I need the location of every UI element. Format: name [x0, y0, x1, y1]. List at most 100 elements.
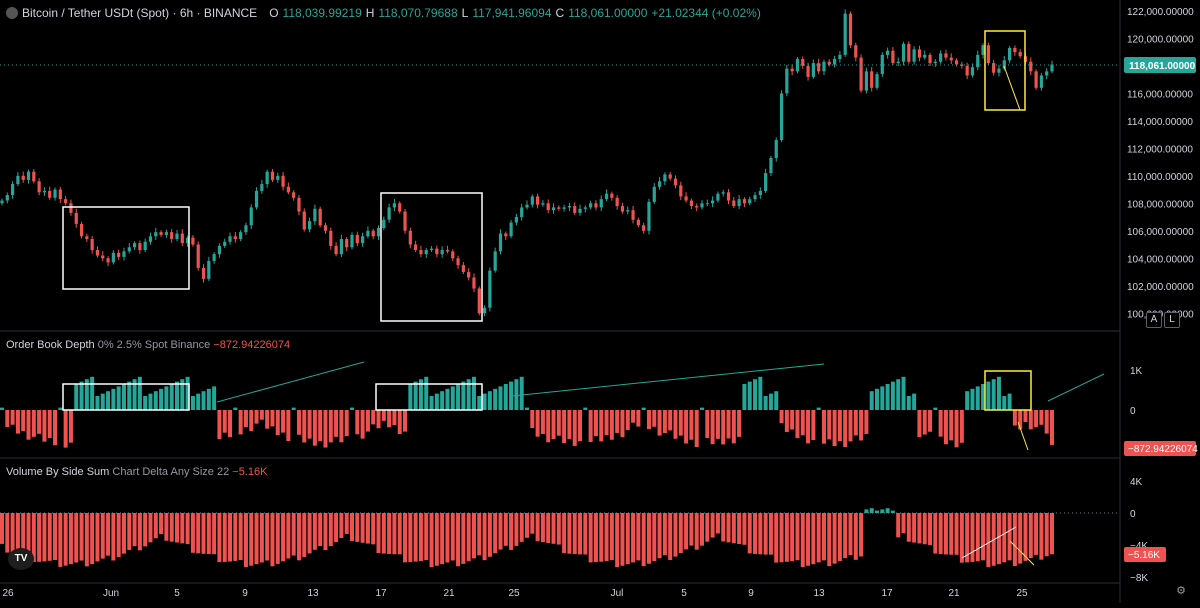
candle: [976, 50, 980, 71]
obd-bar: [705, 410, 710, 438]
candle-body: [228, 236, 232, 242]
log-scale-button[interactable]: L: [1164, 312, 1180, 328]
auto-scale-button[interactable]: A: [1146, 312, 1162, 328]
obd-bar: [556, 410, 561, 436]
price-tick-label: 110,000.00000: [1127, 172, 1193, 183]
candle-body: [954, 60, 959, 65]
vbs-bar: [106, 513, 111, 556]
obd-bar: [975, 386, 980, 410]
vbs-bar: [657, 513, 662, 559]
vbs-bar: [350, 513, 354, 541]
candle-body: [21, 175, 25, 180]
candle-body: [376, 228, 381, 237]
obd-bar: [821, 410, 826, 444]
low-value: 117,941.96094: [472, 6, 552, 20]
obd-bar: [408, 384, 413, 410]
obd-pane-title[interactable]: Order Book Depth 0% 2.5% Spot Binance −8…: [6, 339, 290, 351]
obd-bar: [551, 410, 556, 440]
obd-bar: [954, 410, 959, 448]
vbs-bar: [275, 513, 280, 564]
vbs-scale-label: −4K: [1130, 541, 1148, 552]
candle-body: [684, 196, 688, 201]
candle-body: [148, 236, 153, 242]
candle: [334, 242, 338, 257]
obd-value: −872.94226074: [213, 339, 291, 351]
obd-bar: [291, 407, 296, 410]
candle-body: [445, 250, 450, 252]
candle: [345, 236, 349, 251]
candle: [536, 193, 540, 209]
candle: [583, 205, 587, 213]
candle-body: [604, 193, 609, 200]
symbol-title[interactable]: Bitcoin / Tether USDt (Spot) · 6h · BINA…: [22, 6, 258, 20]
candle-body: [101, 255, 105, 259]
vbs-bar: [530, 513, 535, 534]
obd-bar: [100, 393, 105, 410]
symbol-header: Bitcoin / Tether USDt (Spot) · 6h · BINA…: [6, 6, 761, 20]
obd-params: 0% 2.5% Spot Binance: [97, 339, 211, 351]
vbs-bar: [270, 513, 275, 567]
candle: [764, 168, 768, 193]
candle-body: [403, 211, 407, 231]
candle-body: [48, 190, 52, 198]
vbs-pane-title[interactable]: Volume By Side Sum Chart Delta Any Size …: [6, 466, 267, 478]
vbs-bar: [546, 513, 551, 543]
obd-bar: [53, 410, 58, 446]
vbs-bar: [196, 513, 201, 554]
candle: [785, 64, 789, 97]
settings-gear-icon[interactable]: ⚙: [1176, 585, 1186, 597]
vbs-bar: [684, 513, 689, 550]
candle-body: [631, 210, 635, 220]
vbs-bar: [705, 513, 710, 542]
candle: [488, 267, 492, 312]
candle: [859, 54, 863, 93]
candle-body: [74, 212, 78, 224]
candle-body: [726, 192, 731, 201]
candle-body: [329, 230, 333, 246]
time-tick-label: 17: [881, 588, 893, 599]
candle-body: [1045, 71, 1049, 76]
candle-body: [610, 193, 614, 198]
candle-body: [663, 174, 667, 182]
candle-body: [398, 203, 402, 212]
candle: [695, 203, 699, 212]
time-tick-label: Jul: [611, 588, 624, 599]
candle-body: [997, 68, 1001, 73]
candle-body: [170, 232, 174, 240]
tradingview-logo-icon[interactable]: TV: [8, 548, 34, 570]
candle: [779, 90, 784, 143]
obd-bar: [498, 386, 503, 410]
obd-bar: [731, 410, 736, 444]
candle-body: [626, 210, 630, 212]
low-label: L: [461, 6, 469, 20]
obd-bar: [715, 410, 720, 439]
annotation-arrow: [1003, 65, 1021, 111]
vbs-name: Volume By Side Sum: [6, 466, 110, 478]
candle: [827, 59, 831, 67]
candle: [1045, 68, 1049, 80]
vbs-value-label: −5.16K: [1128, 550, 1160, 561]
candle-body: [313, 208, 317, 222]
obd-bar: [58, 407, 63, 410]
candle-body: [366, 230, 370, 237]
obd-bar: [694, 410, 699, 447]
candle-body: [589, 203, 593, 208]
time-tick-label: 25: [1016, 588, 1028, 599]
candle-body: [1039, 75, 1043, 88]
obd-bar: [450, 386, 455, 410]
candle-body: [551, 207, 556, 211]
annotation-box: [380, 192, 483, 322]
candle: [1013, 45, 1017, 56]
candle: [578, 204, 582, 216]
candle: [371, 228, 375, 240]
obd-bar: [445, 388, 450, 410]
obd-bar: [996, 376, 1001, 410]
obd-bar: [243, 410, 248, 428]
candle: [85, 233, 89, 242]
candle-body: [912, 49, 916, 62]
obd-bar: [880, 386, 885, 410]
candle-body: [944, 53, 948, 58]
candle: [212, 252, 216, 264]
